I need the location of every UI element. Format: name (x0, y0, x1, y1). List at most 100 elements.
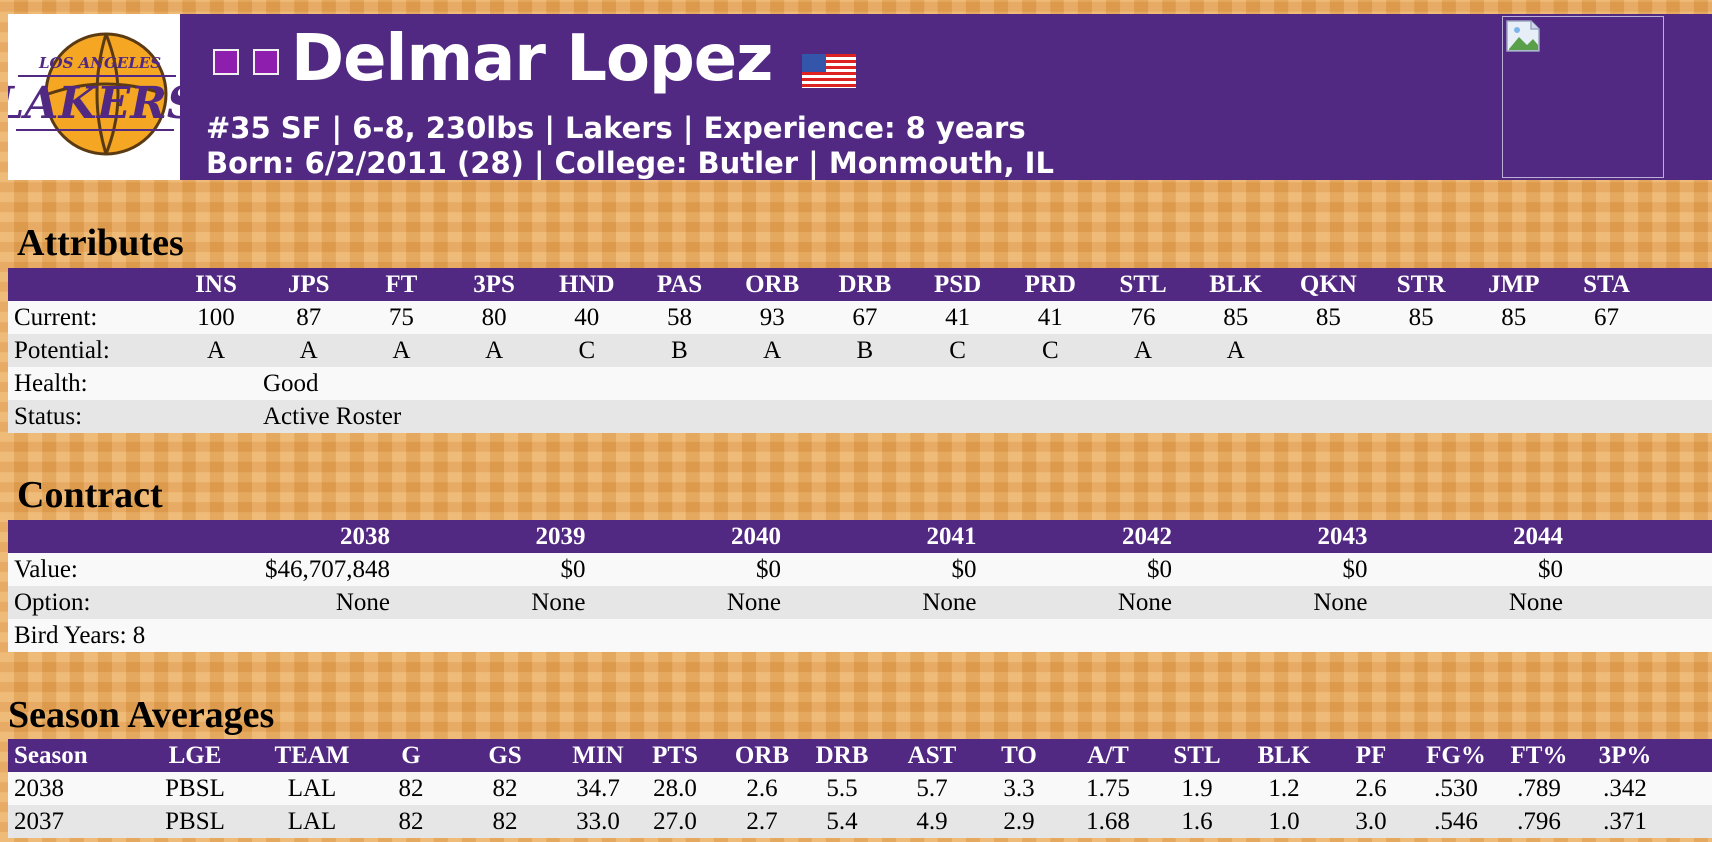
attributes-current-row: Current: 100 87 75 80 40 58 93 67 41 41 76 85 85 85 85… (8, 301, 1712, 334)
season-header: Season (14, 742, 88, 769)
season-cell: 34.7 (576, 775, 620, 802)
attributes-status-row: Status: Active Roster (8, 400, 1712, 433)
season-cell: 5.4 (826, 808, 858, 835)
attribute-header: INS (195, 271, 237, 298)
player-header: LOS ANGELES LAKERS Delmar Lopez #35 SF |… (8, 14, 1712, 180)
player-info-line-2: Born: 6/2/2011 (28) | College: Butler | … (206, 146, 1054, 180)
season-cell: 2.7 (746, 808, 778, 835)
season-header-row: Season LGE TEAM G GS MIN PTS ORB DRB AST TO A/T STL B… (8, 739, 1712, 772)
attribute-potential-grade: A (485, 337, 504, 364)
attribute-potential-grade (1474, 334, 1554, 367)
attribute-potential-grade: C (1041, 337, 1059, 364)
attribute-potential-grade: C (578, 337, 596, 364)
season-cell: .371 (1603, 808, 1647, 835)
attribute-potential-grade: A (1133, 337, 1153, 364)
contract-year: 2040 (731, 523, 781, 550)
attribute-potential-grade (1567, 334, 1647, 367)
season-header: FT% (1510, 742, 1568, 769)
season-header: PTS (652, 742, 698, 769)
attribute-header: BLK (1209, 271, 1263, 298)
contract-year: 2044 (1513, 523, 1563, 550)
attribute-header: STA (1583, 271, 1630, 298)
attribute-current-value: 58 (667, 304, 692, 331)
season-cell: .546 (1434, 808, 1478, 835)
contract-table: 2038 2039 2040 2041 2042 2043 2044 2 Value: $46… (8, 520, 1712, 652)
attribute-potential-grade: A (392, 337, 411, 364)
season-header: STL (1173, 742, 1221, 769)
row-label: Current: (14, 304, 98, 331)
contract-year: 2039 (535, 523, 586, 550)
attribute-header: ORB (745, 271, 800, 298)
season-cell: PBSL (165, 808, 225, 835)
season-header: FG% (1426, 742, 1486, 769)
season-cell: 1.68 (1086, 808, 1130, 835)
attributes-potential-row: Potential: A A A A C B A B C C A A (8, 334, 1712, 367)
row-label: Option: (14, 589, 91, 616)
season-cell: 3.0 (1355, 808, 1387, 835)
contract-option: None (1117, 589, 1172, 616)
attribute-header: STL (1119, 271, 1167, 298)
season-averages-table: Season LGE TEAM G GS MIN PTS ORB DRB AST TO A/T STL B… (8, 739, 1712, 838)
attribute-potential-grade: A (299, 337, 318, 364)
season-header: ORB (734, 742, 790, 769)
contract-value: $0 (1342, 556, 1368, 583)
contract-year: 2042 (1122, 523, 1172, 550)
season-cell: 5.7 (916, 775, 948, 802)
contract-value: $0 (756, 556, 781, 583)
season-cell: 82 (492, 808, 518, 835)
player-info-line-1: #35 SF | 6-8, 230lbs | Lakers | Experien… (206, 111, 1026, 145)
attribute-current-value: 40 (574, 304, 600, 331)
status-value: Active Roster (263, 403, 402, 430)
season-header: BLK (1257, 742, 1311, 769)
attributes-header-row: INS JPS FT 3PS HND PAS ORB DRB PSD PRD STL BLK QKN ST… (8, 268, 1712, 301)
contract-year: 2 (1579, 520, 1712, 553)
attribute-current-value: 85 (1223, 304, 1249, 331)
contract-value-row: Value: $46,707,848 $0 $0 $0 $0 $0 $0 (8, 553, 1712, 586)
status-square-1 (213, 49, 239, 75)
attribute-current-value: 85 (1408, 304, 1434, 331)
attribute-potential-grade (1381, 334, 1461, 367)
season-cell: 2.9 (1003, 808, 1035, 835)
attribute-current-value: 75 (388, 304, 414, 331)
svg-text:LOS ANGELES: LOS ANGELES (38, 54, 161, 72)
contract-option: None (1508, 589, 1563, 616)
season-cell: 82 (398, 808, 424, 835)
contract-value: $0 (560, 556, 586, 583)
svg-text:LAKERS: LAKERS (8, 78, 180, 129)
attribute-current-value: 41 (945, 304, 971, 331)
season-cell: 2037 (14, 808, 64, 835)
attribute-header: STR (1396, 271, 1446, 298)
season-cell: 5.5 (826, 775, 858, 802)
season-cell: 2038 (14, 775, 64, 802)
health-value: Good (263, 370, 319, 397)
attribute-potential-grade: A (206, 337, 226, 364)
attribute-header: QKN (1299, 271, 1357, 298)
season-cell: 1.6 (1181, 808, 1213, 835)
season-cell: LAL (287, 808, 337, 835)
season-cell: .342 (1603, 775, 1647, 802)
attribute-current-value: 67 (852, 304, 878, 331)
season-cell: 1.75 (1086, 775, 1130, 802)
contract-header-row: 2038 2039 2040 2041 2042 2043 2044 2 (8, 520, 1712, 553)
season-cell: 27.0 (653, 808, 697, 835)
season-cell: LAL (287, 775, 337, 802)
season-cell: 82 (492, 775, 518, 802)
contract-option: None (335, 589, 390, 616)
contract-option: None (726, 589, 781, 616)
season-row: 2037 PBSL LAL 82 82 33.0 27.0 2.7 5.4 4.9 2.9 1.68 1… (8, 805, 1712, 838)
contract-value: $0 (951, 556, 977, 583)
contract-option: None (922, 589, 977, 616)
season-header: G (401, 742, 421, 769)
attribute-potential-grade: B (856, 337, 874, 364)
season-cell: 4.9 (916, 808, 948, 835)
attribute-header: JMP (1488, 271, 1540, 298)
season-cell: 2.6 (1355, 775, 1387, 802)
attribute-potential-grade: A (1226, 337, 1245, 364)
contract-value (1579, 553, 1712, 586)
contract-value: $0 (1147, 556, 1172, 583)
season-header: AST (907, 742, 957, 769)
contract-year: 2041 (926, 523, 977, 550)
attributes-health-row: Health: Good (8, 367, 1712, 400)
season-cell: PBSL (165, 775, 225, 802)
status-square-2 (253, 49, 279, 75)
